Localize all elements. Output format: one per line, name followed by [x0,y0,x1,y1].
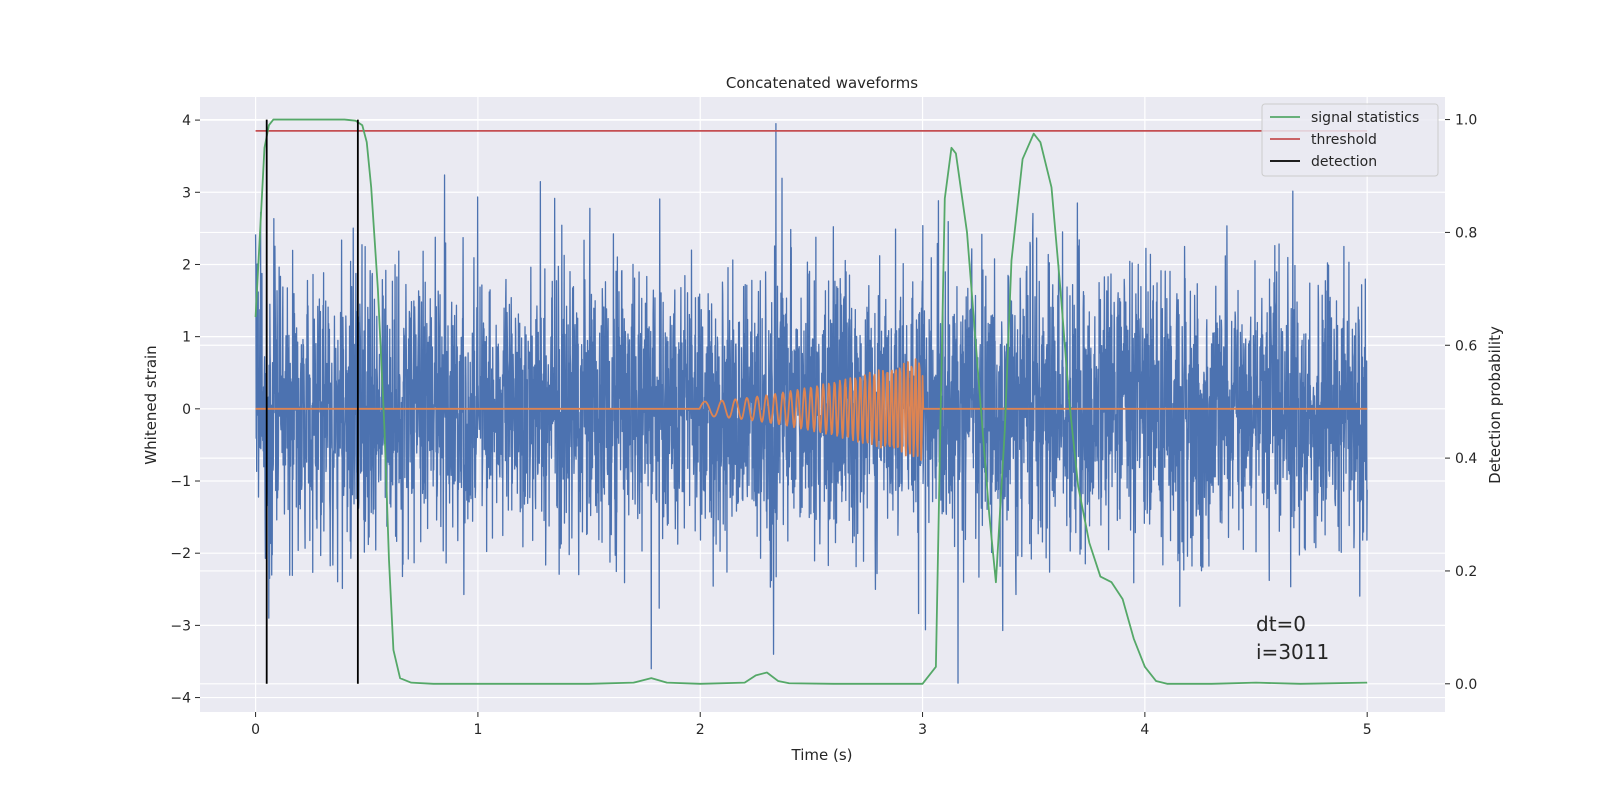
y-tick-label: −1 [170,474,191,490]
y-axis-label: Whitened strain [142,345,160,464]
x-tick-label: 4 [1140,722,1149,738]
x-tick-label: 5 [1363,722,1372,738]
y-tick-label: 2 [182,257,191,273]
x-tick-label: 2 [696,722,705,738]
annotation-i: i=3011 [1256,640,1329,664]
x-tick-label: 0 [251,722,260,738]
x-tick-label: 1 [473,722,482,738]
strain-series [254,123,1368,684]
y2-axis-label: Detection probability [1486,326,1504,484]
y2-tick-label: 0.6 [1455,338,1477,354]
y2-tick-label: 1.0 [1455,113,1477,129]
strain-noise-line [254,123,1368,684]
overlay-series [254,118,1368,685]
legend-box [1261,103,1439,177]
legend-label-signal-statistics: signal statistics [1311,110,1419,126]
y-tick-label: −4 [170,691,191,707]
waveform-line [255,358,1368,462]
legend-label-detection: detection [1311,154,1377,170]
y2-tick-label: 0.8 [1455,225,1477,241]
axes: 0 1 2 3 4 5 −4 −3 −2 −1 0 1 2 3 4 0.0 0.2 0.4 0.6 0.8 1.0 [170,113,1477,738]
y2-tick-label: 0.2 [1455,564,1477,580]
x-axis-label: Time (s) [791,746,853,764]
legend-label-threshold: threshold [1311,132,1377,148]
y-tick-label: 1 [182,330,191,346]
y-tick-label: −2 [170,546,191,562]
y-tick-label: 4 [182,113,191,129]
annotation-dt: dt=0 [1256,612,1306,636]
chart-title: Concatenated waveforms [726,74,918,92]
y2-tick-label: 0.4 [1455,451,1477,467]
signal-statistics-line [254,118,1368,685]
y-tick-label: 3 [182,185,191,201]
y-tick-label: −3 [170,618,191,634]
legend: signal statistics threshold detection [1261,103,1439,177]
y-tick-label: 0 [182,402,191,418]
y2-tick-label: 0.0 [1455,677,1477,693]
x-tick-label: 3 [918,722,927,738]
